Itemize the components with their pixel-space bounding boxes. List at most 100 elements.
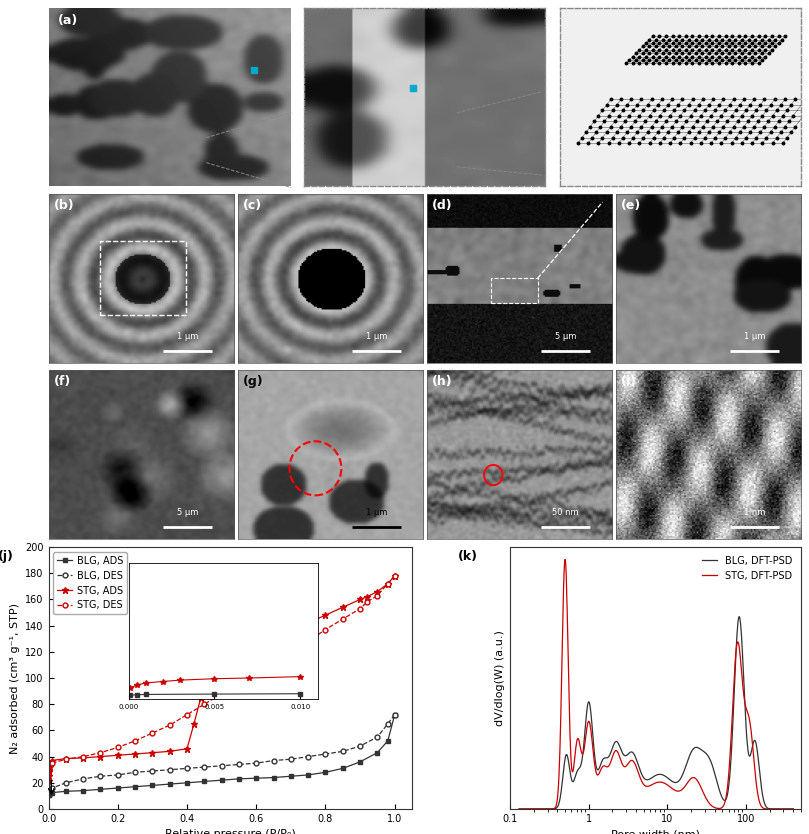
STG, ADS: [147, 747, 157, 757]
STG, DES: [320, 625, 330, 635]
STG, ADS: [320, 610, 330, 620]
BLG, DES: [269, 756, 278, 766]
BLG, DFT-PSD: [735, 611, 744, 621]
STG, ADS: [286, 625, 296, 635]
STG, DES: [165, 721, 175, 731]
BLG, ADS: [338, 763, 348, 773]
STG, ADS: [47, 756, 57, 766]
BLG, DFT-PSD: [697, 746, 707, 756]
Line: BLG, DFT-PSD: BLG, DFT-PSD: [519, 616, 794, 809]
STG, ADS: [217, 651, 227, 661]
BLG, ADS: [269, 772, 278, 782]
STG, ADS: [61, 754, 70, 764]
STG, ADS: [372, 586, 382, 596]
BLG, DES: [113, 770, 123, 780]
Text: (d): (d): [432, 198, 453, 212]
Text: 5 μm: 5 μm: [177, 508, 198, 517]
STG, DES: [61, 754, 70, 764]
STG, DES: [78, 751, 88, 761]
BLG, ADS: [200, 776, 210, 786]
BLG, DES: [165, 765, 175, 775]
STG, DES: [113, 742, 123, 752]
STG, DFT-PSD: [698, 786, 708, 796]
Text: (c): (c): [244, 198, 262, 212]
Text: 1 nm: 1 nm: [744, 508, 765, 517]
BLG, ADS: [130, 781, 140, 791]
BLG, DES: [252, 758, 261, 768]
BLG, ADS: [234, 774, 244, 784]
BLG, DES: [200, 762, 210, 772]
Text: (b): (b): [54, 198, 74, 212]
BLG, DFT-PSD: [789, 804, 798, 814]
STG, ADS: [355, 595, 365, 605]
STG, ADS: [44, 771, 53, 781]
STG, DES: [338, 614, 348, 624]
STG, DES: [269, 657, 278, 667]
Line: STG, DFT-PSD: STG, DFT-PSD: [519, 560, 794, 809]
BLG, DES: [182, 763, 192, 773]
STG, DES: [252, 668, 261, 678]
BLG, DES: [383, 719, 392, 729]
Text: (a): (a): [58, 13, 78, 27]
BLG, DES: [320, 749, 330, 759]
Text: (g): (g): [244, 375, 264, 389]
STG, DES: [362, 597, 372, 607]
STG, ADS: [78, 753, 88, 763]
BLG, ADS: [44, 789, 53, 799]
Text: (e): (e): [621, 198, 642, 212]
BLG, ADS: [252, 773, 261, 783]
STG, ADS: [210, 657, 219, 667]
STG, ADS: [196, 693, 205, 703]
STG, DES: [355, 604, 365, 614]
BLG, DES: [217, 761, 227, 771]
STG, ADS: [182, 744, 192, 754]
BLG, DES: [372, 732, 382, 742]
Line: BLG, DES: BLG, DES: [49, 712, 397, 791]
BLG, DES: [130, 767, 140, 777]
BLG, ADS: [113, 783, 123, 793]
Text: (h): (h): [432, 375, 453, 389]
STG, ADS: [46, 758, 56, 768]
BLG, DFT-PSD: [563, 751, 573, 761]
STG, DFT-PSD: [585, 720, 595, 730]
BLG, DFT-PSD: [638, 772, 648, 782]
STG, DES: [182, 710, 192, 720]
Y-axis label: N₂ adsorbed (cm³ g⁻¹, STP): N₂ adsorbed (cm³ g⁻¹, STP): [10, 602, 19, 753]
BLG, DFT-PSD: [515, 804, 524, 814]
Y-axis label: dV/dlog(W) (a.u.): dV/dlog(W) (a.u.): [494, 630, 505, 726]
BLG, ADS: [217, 775, 227, 785]
BLG, ADS: [286, 771, 296, 781]
BLG, ADS: [303, 770, 313, 780]
STG, DES: [130, 736, 140, 746]
STG, DES: [383, 579, 392, 589]
STG, DES: [390, 570, 400, 580]
BLG, DES: [78, 774, 88, 784]
BLG, DES: [147, 766, 157, 776]
STG, ADS: [45, 760, 55, 770]
STG, DES: [147, 728, 157, 738]
BLG, ADS: [372, 747, 382, 757]
BLG, ADS: [165, 779, 175, 789]
STG, DES: [234, 678, 244, 688]
Legend: BLG, ADS, BLG, DES, STG, ADS, STG, DES: BLG, ADS, BLG, DES, STG, ADS, STG, DES: [53, 552, 127, 615]
STG, DES: [217, 689, 227, 699]
Legend: BLG, DFT-PSD, STG, DFT-PSD: BLG, DFT-PSD, STG, DFT-PSD: [698, 552, 796, 585]
STG, ADS: [44, 767, 53, 777]
BLG, DES: [234, 760, 244, 770]
Text: (i): (i): [621, 375, 637, 389]
Text: (f): (f): [54, 375, 71, 389]
STG, ADS: [234, 644, 244, 654]
STG, ADS: [44, 762, 54, 772]
STG, ADS: [252, 638, 261, 648]
STG, ADS: [338, 602, 348, 612]
BLG, ADS: [45, 788, 55, 798]
BLG, DES: [390, 710, 400, 720]
Text: 5 μm: 5 μm: [555, 332, 576, 340]
STG, DFT-PSD: [563, 648, 573, 658]
STG, DFT-PSD: [560, 555, 570, 565]
BLG, DFT-PSD: [721, 795, 731, 805]
X-axis label: Pore width (nm): Pore width (nm): [611, 829, 700, 834]
STG, DFT-PSD: [789, 804, 798, 814]
STG, DES: [95, 747, 105, 757]
BLG, DES: [303, 751, 313, 761]
